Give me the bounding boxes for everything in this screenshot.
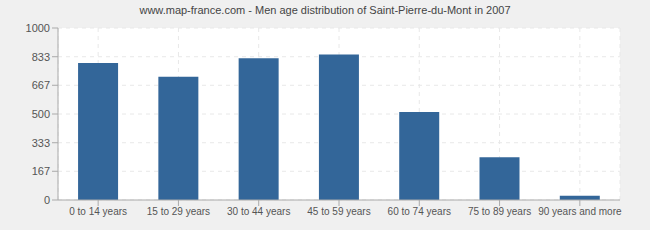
svg-text:0: 0 — [44, 194, 50, 206]
svg-text:1000: 1000 — [26, 22, 50, 34]
svg-text:833: 833 — [32, 51, 50, 63]
html-text:www.map-france.com - Men age d: www.map-france.com - Men age distributio… — [139, 4, 511, 16]
svg-text:15 to 29 years: 15 to 29 years — [147, 206, 210, 217]
svg-text:0 to 14 years: 0 to 14 years — [69, 206, 127, 217]
svg-text:75 to 89 years: 75 to 89 years — [468, 206, 531, 217]
svg-text:167: 167 — [32, 165, 50, 177]
svg-text:90 years and more: 90 years and more — [538, 206, 622, 217]
svg-text:45 to 59 years: 45 to 59 years — [307, 206, 370, 217]
svg-text:500: 500 — [32, 108, 50, 120]
svg-text:667: 667 — [32, 79, 50, 91]
svg-text:60 to 74 years: 60 to 74 years — [388, 206, 451, 217]
svg-text:30 to 44 years: 30 to 44 years — [227, 206, 290, 217]
svg-text:333: 333 — [32, 137, 50, 149]
